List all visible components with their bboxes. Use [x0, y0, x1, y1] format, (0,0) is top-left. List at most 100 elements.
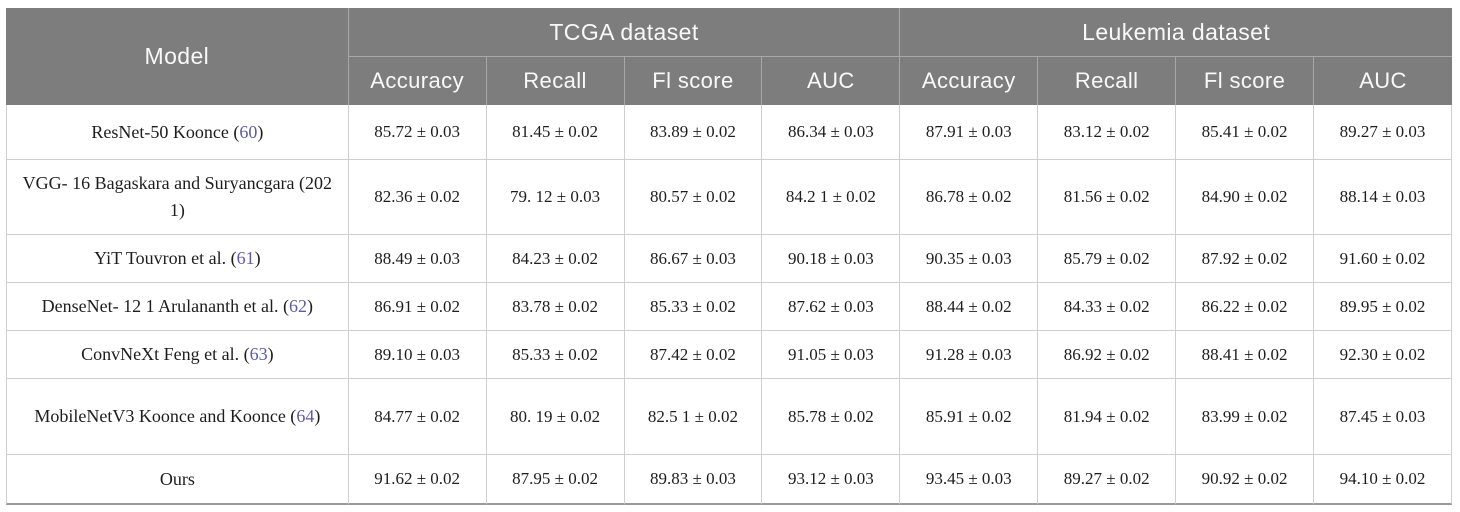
model-name: ConvNeXt Feng et al. ( [81, 344, 250, 364]
column-group-leukemia: Leukemia dataset [900, 8, 1452, 57]
value-cell: 82.36 ± 0.02 [348, 160, 487, 235]
model-name-suffix: ) [267, 344, 274, 364]
value-cell: 88.14 ± 0.03 [1314, 160, 1452, 235]
results-table-wrap: Model TCGA dataset Leukemia dataset Accu… [6, 8, 1452, 505]
table-row: DenseNet- 12 1 Arulananth et al. (62) 86.… [6, 283, 1452, 331]
value-cell: 84.23 ± 0.02 [486, 235, 625, 283]
value-cell: 81.56 ± 0.02 [1038, 160, 1177, 235]
header-row-groups: Model TCGA dataset Leukemia dataset [6, 8, 1452, 105]
value-cell: 82.5 1 ± 0.02 [624, 379, 763, 455]
value-cell: 94.10 ± 0.02 [1314, 455, 1452, 505]
table-row: ResNet-50 Koonce (60) 85.72 ± 0.03 81.45 ±… [6, 105, 1452, 160]
value-cell: 92.30 ± 0.02 [1314, 331, 1452, 379]
results-table: Model TCGA dataset Leukemia dataset Accu… [6, 8, 1452, 505]
value-cell: 86.91 ± 0.02 [348, 283, 487, 331]
value-cell: 90.92 ± 0.02 [1176, 455, 1315, 505]
model-name-suffix: ) [254, 248, 261, 268]
model-cell: ResNet-50 Koonce (60) [6, 105, 349, 160]
value-cell: 86.22 ± 0.02 [1176, 283, 1315, 331]
value-cell: 79. 12 ± 0.03 [486, 160, 625, 235]
value-cell: 87.91 ± 0.03 [900, 105, 1039, 160]
value-cell: 89.27 ± 0.03 [1314, 105, 1452, 160]
column-header-tcga-accuracy: Accuracy [348, 57, 487, 105]
column-group-tcga: TCGA dataset [348, 8, 901, 57]
column-header-leukemia-auc: AUC [1314, 57, 1452, 105]
value-cell: 86.92 ± 0.02 [1038, 331, 1177, 379]
citation-link[interactable]: 63 [249, 344, 268, 364]
model-cell: VGG- 16 Bagaskara and Suryancgara (202 1… [6, 160, 349, 235]
citation-link[interactable]: 61 [236, 248, 255, 268]
column-header-leukemia-f1: Fl score [1176, 57, 1315, 105]
table-row: VGG- 16 Bagaskara and Suryancgara (202 1… [6, 160, 1452, 235]
model-name: VGG- 16 Bagaskara and Suryancgara (202 1… [22, 173, 333, 220]
column-header-tcga-recall: Recall [486, 57, 625, 105]
model-cell: ConvNeXt Feng et al. (63) [6, 331, 349, 379]
value-cell: 84.90 ± 0.02 [1176, 160, 1315, 235]
value-cell: 89.83 ± 0.03 [624, 455, 763, 505]
model-name-suffix: ) [257, 121, 264, 142]
value-cell: 81.45 ± 0.02 [486, 105, 625, 160]
value-cell: 86.34 ± 0.03 [762, 105, 901, 160]
value-cell: 89.10 ± 0.03 [348, 331, 487, 379]
value-cell: 85.79 ± 0.02 [1038, 235, 1177, 283]
value-cell: 81.94 ± 0.02 [1038, 379, 1177, 455]
model-name: DenseNet- 12 1 Arulananth et al. ( [41, 296, 290, 316]
value-cell: 86.67 ± 0.03 [624, 235, 763, 283]
value-cell: 91.05 ± 0.03 [762, 331, 901, 379]
value-cell: 91.62 ± 0.02 [348, 455, 487, 505]
value-cell: 80.57 ± 0.02 [624, 160, 763, 235]
model-name: MobileNetV3 Koonce and Koonce ( [34, 406, 297, 426]
table-row: MobileNetV3 Koonce and Koonce (64) 84.77 … [6, 379, 1452, 455]
value-cell: 83.89 ± 0.02 [624, 105, 763, 160]
column-header-tcga-f1: Fl score [624, 57, 763, 105]
value-cell: 85.41 ± 0.02 [1176, 105, 1315, 160]
value-cell: 89.95 ± 0.02 [1314, 283, 1452, 331]
value-cell: 90.35 ± 0.03 [900, 235, 1039, 283]
value-cell: 87.92 ± 0.02 [1176, 235, 1315, 283]
value-cell: 93.45 ± 0.03 [900, 455, 1039, 505]
model-cell: MobileNetV3 Koonce and Koonce (64) [6, 379, 349, 455]
value-cell: 87.45 ± 0.03 [1314, 379, 1452, 455]
value-cell: 90.18 ± 0.03 [762, 235, 901, 283]
value-cell: 84.77 ± 0.02 [348, 379, 487, 455]
model-cell: DenseNet- 12 1 Arulananth et al. (62) [6, 283, 349, 331]
value-cell: 87.62 ± 0.03 [762, 283, 901, 331]
value-cell: 87.42 ± 0.02 [624, 331, 763, 379]
model-cell: Ours [6, 455, 349, 505]
citation-link[interactable]: 62 [289, 296, 308, 316]
value-cell: 88.44 ± 0.02 [900, 283, 1039, 331]
value-cell: 85.78 ± 0.02 [762, 379, 901, 455]
column-header-model: Model [6, 8, 349, 105]
value-cell: 86.78 ± 0.02 [900, 160, 1039, 235]
model-name-suffix: ) [314, 406, 321, 426]
table-row: Ours 91.62 ± 0.02 87.95 ± 0.02 89.83 ± 0.03… [6, 455, 1452, 505]
value-cell: 83.78 ± 0.02 [486, 283, 625, 331]
model-cell: YiT Touvron et al. (61) [6, 235, 349, 283]
model-name: ResNet-50 Koonce ( [91, 121, 240, 142]
value-cell: 87.95 ± 0.02 [486, 455, 625, 505]
value-cell: 84.2 1 ± 0.02 [762, 160, 901, 235]
value-cell: 91.60 ± 0.02 [1314, 235, 1452, 283]
citation-link[interactable]: 60 [239, 121, 258, 142]
citation-link[interactable]: 64 [296, 406, 315, 426]
table-row: ConvNeXt Feng et al. (63) 89.10 ± 0.03 85.… [6, 331, 1452, 379]
model-name: YiT Touvron et al. ( [94, 248, 237, 268]
value-cell: 85.33 ± 0.02 [624, 283, 763, 331]
value-cell: 85.72 ± 0.03 [348, 105, 487, 160]
table-row: YiT Touvron et al. (61) 88.49 ± 0.03 84.23… [6, 235, 1452, 283]
model-name: Ours [159, 468, 195, 489]
value-cell: 88.41 ± 0.02 [1176, 331, 1315, 379]
table-header: Model TCGA dataset Leukemia dataset Accu… [6, 8, 1452, 105]
column-header-leukemia-recall: Recall [1038, 57, 1177, 105]
header-row-metrics: Accuracy Recall Fl score AUC Accuracy Re… [6, 57, 1452, 105]
value-cell: 85.91 ± 0.02 [900, 379, 1039, 455]
value-cell: 83.12 ± 0.02 [1038, 105, 1177, 160]
value-cell: 84.33 ± 0.02 [1038, 283, 1177, 331]
value-cell: 89.27 ± 0.02 [1038, 455, 1177, 505]
results-table-body: ResNet-50 Koonce (60) 85.72 ± 0.03 81.45 ±… [6, 105, 1452, 505]
value-cell: 85.33 ± 0.02 [486, 331, 625, 379]
value-cell: 93.12 ± 0.03 [762, 455, 901, 505]
value-cell: 83.99 ± 0.02 [1176, 379, 1315, 455]
value-cell: 88.49 ± 0.03 [348, 235, 487, 283]
value-cell: 80. 19 ± 0.02 [486, 379, 625, 455]
